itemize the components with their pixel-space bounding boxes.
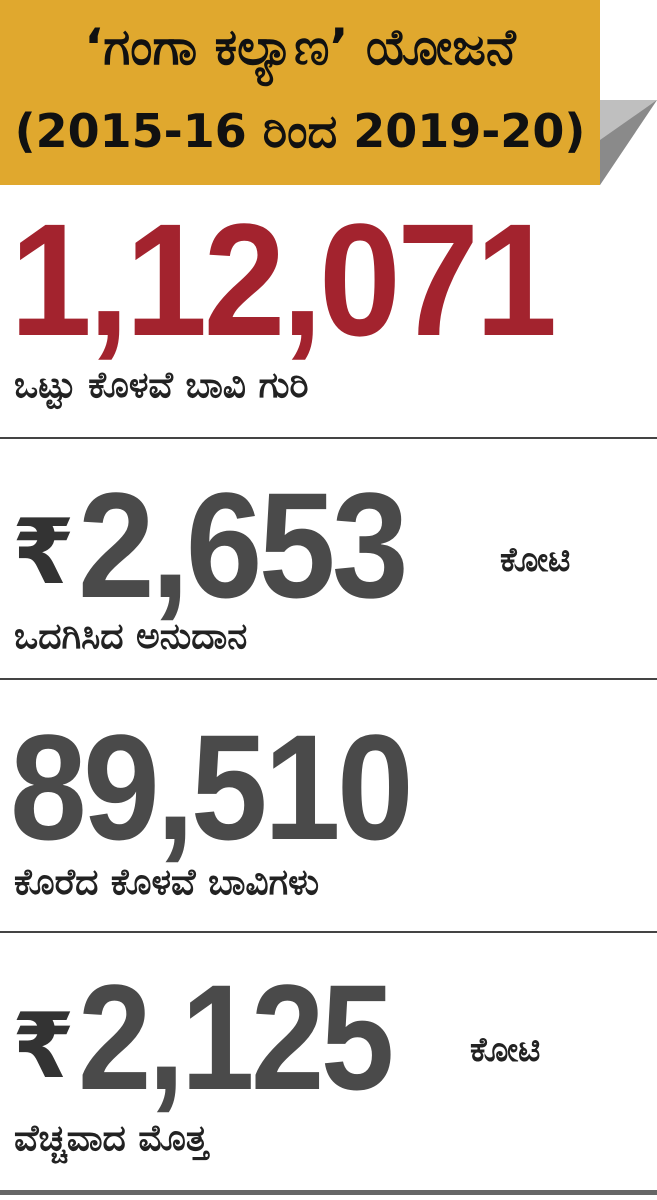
currency-symbol: ₹ (12, 994, 75, 1099)
stat-value: 1,12,071 (10, 190, 557, 369)
title: ‘ಗಂಗಾ ಕಲ್ಯಾಣ’ ಯೋಜನೆ (84, 18, 516, 76)
stat-label: ಒದಗಿಸಿದ ಅನುದಾನ (14, 616, 248, 657)
divider (0, 437, 657, 439)
stat-unit: ಕೋಟಿ (500, 540, 571, 580)
stat-label: ಕೊರೆದ ಕೊಳವೆ ಬಾವಿಗಳು (14, 862, 320, 903)
stat-unit: ಕೋಟಿ (470, 1030, 541, 1070)
subtitle: (2015-16 ರಿಂದ 2019-20) (14, 104, 586, 158)
stat-label: ಒಟ್ಟು ಕೊಳವೆ ಬಾವಿ ಗುರಿ (14, 365, 309, 406)
stat-value: 2,653 (78, 461, 409, 629)
stat-label: ವೆಚ್ಚವಾದ ಮೊತ್ತ (14, 1118, 208, 1159)
divider (0, 931, 657, 933)
divider (0, 1190, 657, 1195)
stat-value: 2,125 (78, 953, 394, 1121)
stat-value: 89,510 (10, 703, 414, 871)
folded-corner (600, 100, 657, 185)
header-band (0, 0, 600, 185)
currency-symbol: ₹ (12, 500, 75, 605)
divider (0, 678, 657, 680)
